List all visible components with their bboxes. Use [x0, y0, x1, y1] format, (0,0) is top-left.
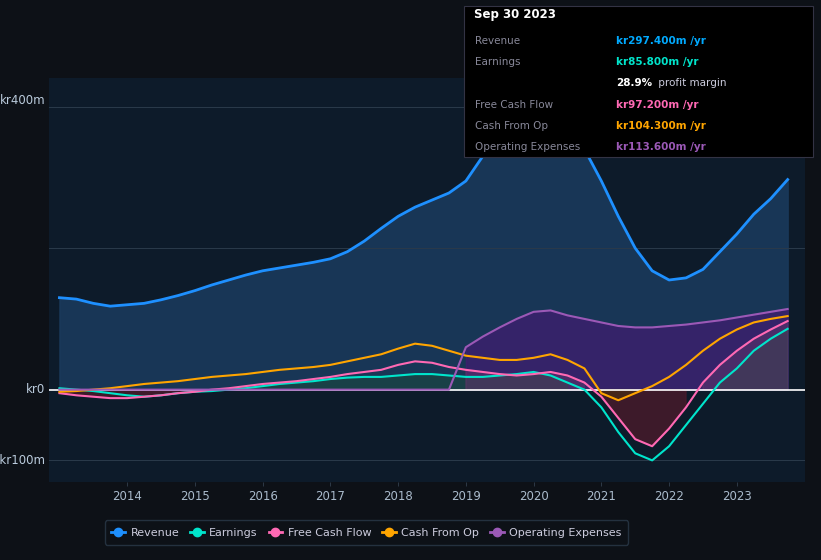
- Text: kr104.300m /yr: kr104.300m /yr: [616, 121, 705, 131]
- Text: kr113.600m /yr: kr113.600m /yr: [616, 142, 705, 152]
- Text: Earnings: Earnings: [475, 57, 521, 67]
- Text: kr297.400m /yr: kr297.400m /yr: [616, 36, 705, 46]
- Text: Free Cash Flow: Free Cash Flow: [475, 100, 553, 110]
- Text: Sep 30 2023: Sep 30 2023: [474, 8, 556, 21]
- Text: Revenue: Revenue: [475, 36, 521, 46]
- Text: -kr100m: -kr100m: [0, 454, 45, 467]
- Text: kr97.200m /yr: kr97.200m /yr: [616, 100, 698, 110]
- Text: 28.9%: 28.9%: [616, 78, 652, 88]
- Text: kr400m: kr400m: [0, 94, 45, 107]
- Legend: Revenue, Earnings, Free Cash Flow, Cash From Op, Operating Expenses: Revenue, Earnings, Free Cash Flow, Cash …: [105, 520, 628, 544]
- Text: profit margin: profit margin: [655, 78, 727, 88]
- Text: kr0: kr0: [26, 383, 45, 396]
- Text: Operating Expenses: Operating Expenses: [475, 142, 580, 152]
- Text: Cash From Op: Cash From Op: [475, 121, 548, 131]
- Text: kr85.800m /yr: kr85.800m /yr: [616, 57, 698, 67]
